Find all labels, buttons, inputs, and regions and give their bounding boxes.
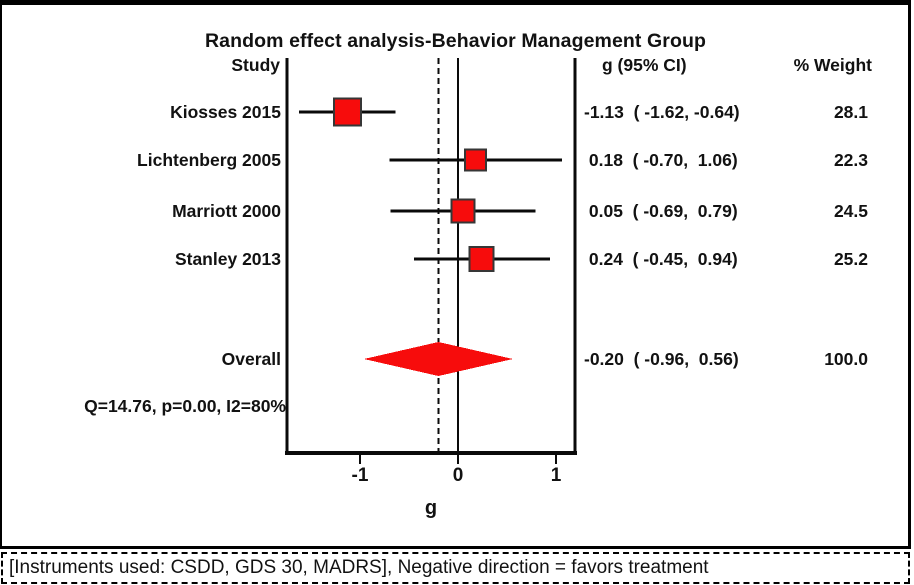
column-header-study: Study: [231, 55, 280, 75]
study-effect-square: [450, 198, 476, 224]
x-tick-label: -1: [351, 465, 369, 486]
study-label: Marriott 2000: [172, 201, 281, 221]
study-effect-square: [332, 97, 362, 127]
study-effect-ci-value: 0.18 ( -0.70, 1.06): [584, 150, 738, 170]
study-weight-value: 24.5: [833, 201, 868, 221]
overall-weight-value: 100.0: [824, 349, 868, 369]
study-label: Lichtenberg 2005: [137, 150, 281, 170]
x-tick-label: 0: [452, 465, 464, 486]
study-label: Kiosses 2015: [170, 102, 281, 122]
chart-title: Random effect analysis-Behavior Manageme…: [204, 30, 707, 52]
study-effect-ci-value: 0.24 ( -0.45, 0.94): [584, 249, 738, 269]
overall-diamond: [363, 342, 513, 376]
column-header-weight: % Weight: [793, 55, 872, 75]
study-effect-square: [468, 246, 495, 272]
study-effect-ci-value: 0.05 ( -0.69, 0.79): [584, 201, 738, 221]
study-weight-value: 25.2: [833, 249, 868, 269]
figure-border-box: [0, 0, 911, 549]
overall-label: Overall: [221, 349, 281, 369]
study-weight-value: 22.3: [833, 150, 868, 170]
study-effect-square: [464, 148, 488, 172]
column-header-effect: g (95% CI): [602, 55, 687, 75]
x-axis-label: g: [424, 497, 438, 519]
study-label: Stanley 2013: [174, 249, 281, 269]
heterogeneity-stats: Q=14.76, p=0.00, I2=80%: [84, 396, 286, 416]
study-weight-value: 28.1: [833, 102, 868, 122]
caption-box: [Instruments used: CSDD, GDS 30, MADRS],…: [1, 552, 910, 584]
x-tick-label: 1: [550, 465, 562, 486]
study-effect-ci-value: -1.13 ( -1.62, -0.64): [584, 102, 740, 122]
caption-text: [Instruments used: CSDD, GDS 30, MADRS],…: [9, 557, 709, 578]
overall-effect-ci-value: -0.20 ( -0.96, 0.56): [584, 349, 739, 369]
